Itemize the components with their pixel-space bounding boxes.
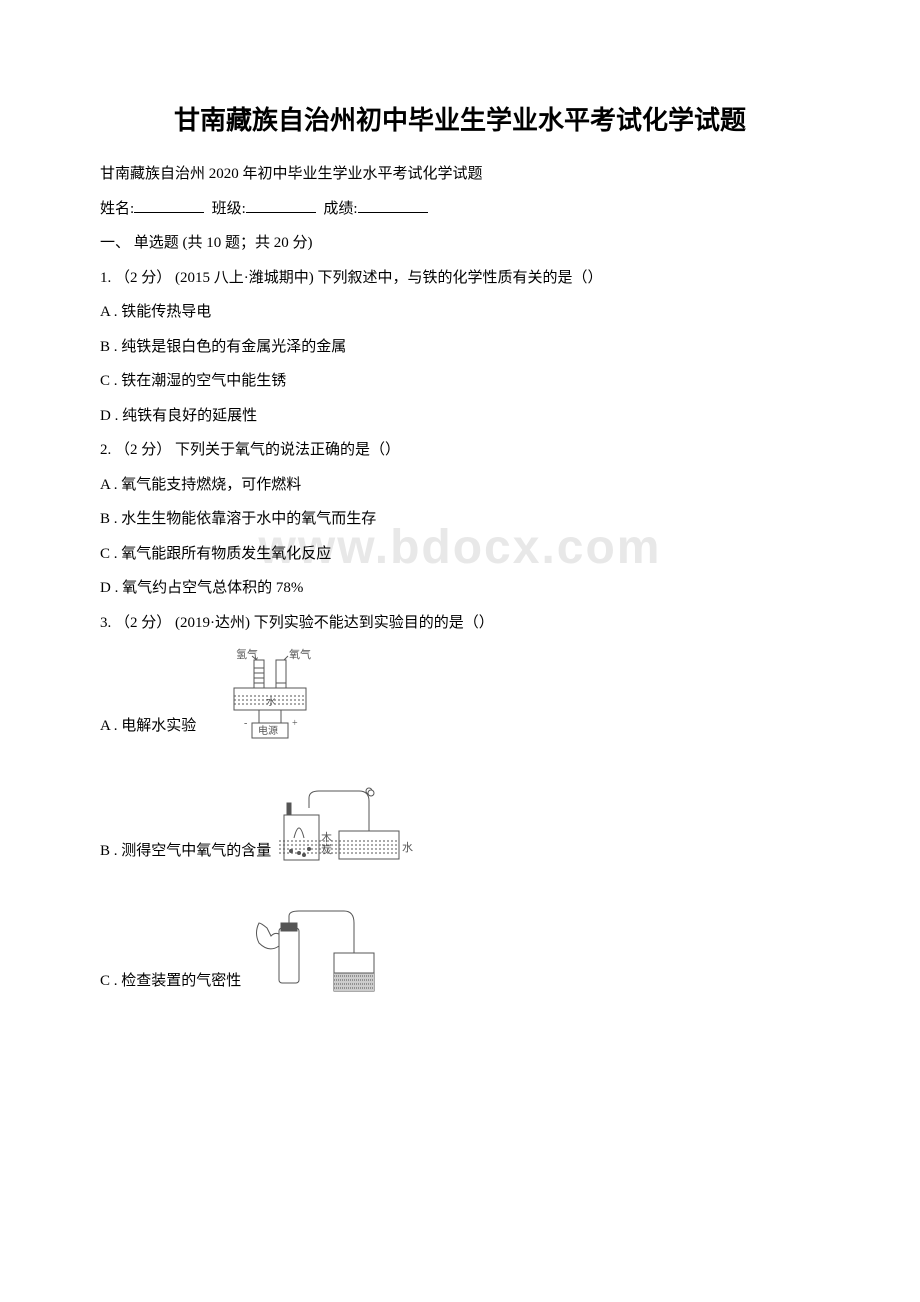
q1-option-b: B . 纯铁是银白色的有金属光泽的金属: [100, 330, 820, 365]
q3-option-a-row: A . 电解水实验 氢气 氧气: [100, 648, 820, 743]
electrolysis-diagram: 氢气 氧气 水: [204, 648, 344, 743]
score-blank: [358, 198, 428, 213]
score-label: 成绩:: [323, 201, 357, 217]
q2-option-a: A . 氧气能支持燃烧，可作燃料: [100, 468, 820, 503]
name-label: 姓名:: [100, 201, 134, 217]
q1-option-c: C . 铁在潮湿的空气中能生锈: [100, 364, 820, 399]
svg-text:木: 木: [321, 831, 332, 844]
q3-option-c: C . 检查装置的气密性: [100, 964, 241, 999]
name-blank: [134, 198, 204, 213]
q1-option-a: A . 铁能传热导电: [100, 295, 820, 330]
svg-text:氧气: 氧气: [289, 648, 311, 661]
svg-text:炭: 炭: [321, 843, 332, 856]
svg-text:-: -: [244, 718, 247, 729]
q3-option-b: B . 测得空气中氧气的含量: [100, 834, 271, 869]
svg-text:水: 水: [402, 841, 413, 854]
q2-option-b: B . 水生生物能依靠溶于水中的氧气而生存: [100, 502, 820, 537]
svg-text:水: 水: [266, 696, 276, 708]
q2-option-d: D . 氧气约占空气总体积的 78%: [100, 571, 820, 606]
page-title: 甘南藏族自治州初中毕业生学业水平考试化学试题: [100, 100, 820, 137]
q3-option-a: A . 电解水实验: [100, 709, 196, 744]
class-label: 班级:: [212, 201, 246, 217]
form-line: 姓名: 班级: 成绩:: [100, 192, 820, 227]
svg-text:电源: 电源: [258, 724, 278, 737]
section-header: 一、 单选题 (共 10 题；共 20 分): [100, 226, 820, 261]
q2-stem: 2. （2 分） 下列关于氧气的说法正确的是（）: [100, 433, 820, 468]
airtightness-diagram: [249, 908, 399, 998]
q1-option-d: D . 纯铁有良好的延展性: [100, 399, 820, 434]
document-content: 甘南藏族自治州初中毕业生学业水平考试化学试题 甘南藏族自治州 2020 年初中毕…: [100, 100, 820, 998]
oxygen-content-diagram: 木 炭 水: [279, 783, 429, 868]
svg-text:氢气: 氢气: [236, 648, 258, 661]
q3-option-c-row: C . 检查装置的气密性: [100, 908, 820, 998]
subtitle: 甘南藏族自治州 2020 年初中毕业生学业水平考试化学试题: [100, 157, 820, 192]
svg-text:+: +: [292, 718, 298, 729]
q3-stem: 3. （2 分） (2019·达州) 下列实验不能达到实验目的的是（）: [100, 606, 820, 641]
q3-option-b-row: B . 测得空气中氧气的含量 木 炭: [100, 783, 820, 868]
class-blank: [246, 198, 316, 213]
q1-stem: 1. （2 分） (2015 八上·潍城期中) 下列叙述中，与铁的化学性质有关的…: [100, 261, 820, 296]
q2-option-c: C . 氧气能跟所有物质发生氧化反应: [100, 537, 820, 572]
